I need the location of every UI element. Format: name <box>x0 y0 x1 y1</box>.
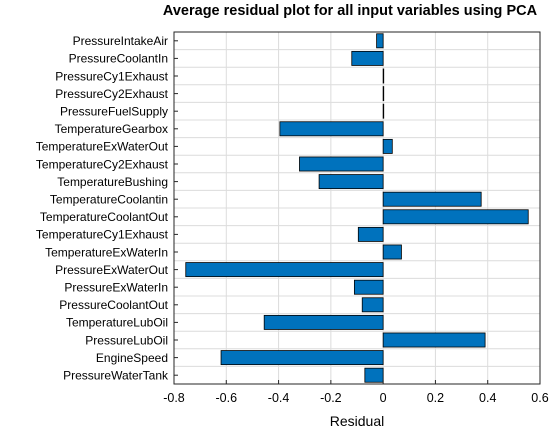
category-label: PressureExWaterOut <box>55 263 169 277</box>
category-label: EngineSpeed <box>96 351 168 365</box>
x-tick-label: 0 <box>380 391 387 405</box>
category-label: PressureFuelSupply <box>60 105 168 119</box>
category-label: TemperatureCoolantOut <box>40 210 169 224</box>
category-label: TemperatureExWaterOut <box>36 140 169 154</box>
plot-frame <box>173 31 541 385</box>
bar <box>263 314 384 330</box>
category-label: PressureCoolantOut <box>59 298 168 312</box>
category-label: PressureCy2Exhaust <box>55 87 168 101</box>
x-tick-label: -0.2 <box>320 391 342 405</box>
x-tick-label: -0.4 <box>268 391 290 405</box>
category-labels: PressureIntakeAir PressureCoolantIn Pressu… <box>36 34 178 383</box>
bar <box>318 174 384 190</box>
bar <box>382 191 482 207</box>
category-label: TemperatureCoolantin <box>50 193 168 207</box>
chart-title: Average residual plot for all input vari… <box>163 3 538 19</box>
x-tick-label: -0.8 <box>163 391 185 405</box>
bar <box>382 68 385 84</box>
category-label: PressureWaterTank <box>63 369 169 383</box>
bar <box>364 367 384 383</box>
bar <box>376 33 384 49</box>
x-tick-label: 0.6 <box>531 391 548 405</box>
bar <box>357 226 384 242</box>
category-label: TemperatureBushing <box>57 175 168 189</box>
category-label: PressureLubOil <box>85 333 168 347</box>
grid-lines <box>173 31 541 385</box>
bar <box>220 350 384 366</box>
category-label: TemperatureCy1Exhaust <box>36 228 169 242</box>
category-label: TemperatureGearbox <box>55 122 168 136</box>
category-label: PressureCoolantIn <box>69 52 168 66</box>
bar <box>353 279 384 295</box>
category-label: PressureCy1Exhaust <box>55 69 168 83</box>
category-label: TemperatureCy2Exhaust <box>36 157 169 171</box>
x-axis-label: Residual <box>330 413 384 429</box>
category-label: PressureIntakeAir <box>73 34 168 48</box>
bar <box>299 156 384 172</box>
bar <box>351 50 384 66</box>
category-label: TemperatureLubOil <box>66 316 168 330</box>
category-label: TemperatureExWaterIn <box>45 245 168 259</box>
x-tick-label: -0.6 <box>216 391 238 405</box>
x-tick-label: 0.4 <box>479 391 496 405</box>
bar <box>279 121 384 137</box>
bar <box>382 332 486 348</box>
bar <box>361 297 384 313</box>
bar <box>382 209 529 225</box>
bar <box>382 103 385 119</box>
bar <box>185 262 384 278</box>
bar <box>382 86 385 102</box>
x-tick-label: 0.2 <box>427 391 444 405</box>
bar <box>382 244 402 260</box>
bar <box>382 138 393 154</box>
category-label: PressureExWaterIn <box>64 281 168 295</box>
bar-series <box>185 33 529 383</box>
